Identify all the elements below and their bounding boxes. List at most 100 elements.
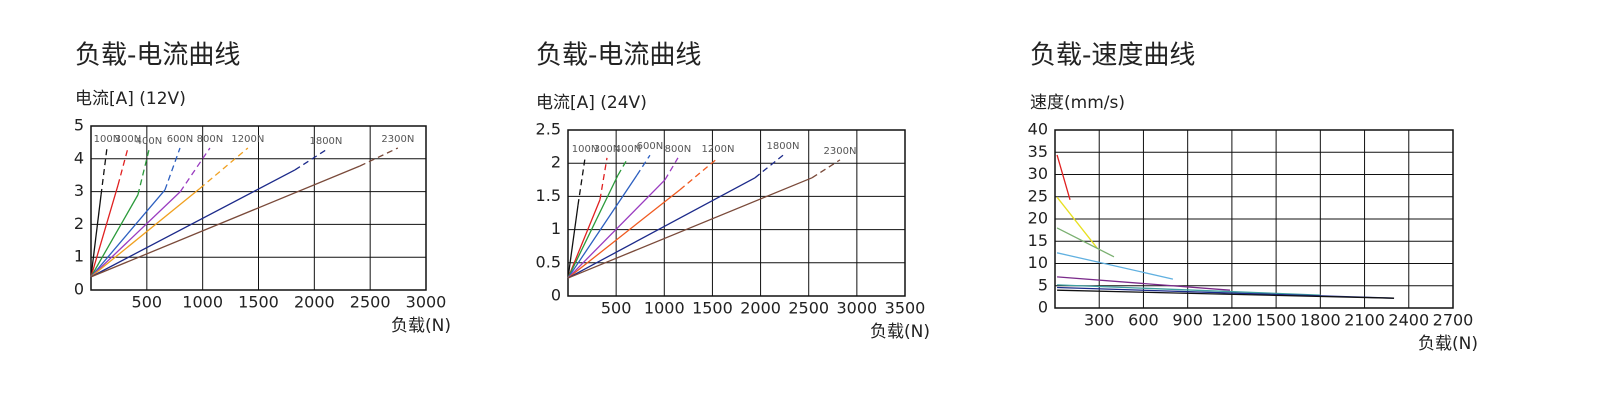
series-line xyxy=(90,189,166,278)
y-tick-label: 0 xyxy=(1038,298,1048,317)
x-tick-label: 1500 xyxy=(238,293,279,312)
series-label: 1200N xyxy=(702,144,735,155)
x-tick-label: 300 xyxy=(1084,311,1115,330)
y-tick-label: 5 xyxy=(74,116,84,135)
x-tick-label: 2000 xyxy=(294,293,335,312)
series-line xyxy=(90,191,181,278)
y-tick-label: 1 xyxy=(74,247,84,266)
x-tick-label: 1500 xyxy=(692,299,733,318)
x-tick-label: 2400 xyxy=(1388,311,1429,330)
series-line xyxy=(90,194,102,277)
series-line xyxy=(567,179,666,279)
series-line xyxy=(117,147,129,186)
series-line xyxy=(359,147,399,167)
x-axis-label: 负载(N) xyxy=(1418,334,1478,354)
x-tick-label: 500 xyxy=(601,299,632,318)
series-line xyxy=(1057,276,1231,291)
series-line xyxy=(1056,154,1071,201)
y-axis-label: 电流[A] (24V) xyxy=(536,93,647,113)
y-tick-label: 2 xyxy=(551,153,561,172)
series-line xyxy=(1056,196,1098,249)
y-tick-label: 5 xyxy=(1038,275,1048,294)
y-tick-label: 2 xyxy=(74,214,84,233)
series-line xyxy=(811,159,841,179)
x-tick-label: 3500 xyxy=(885,299,926,318)
y-tick-label: 0.5 xyxy=(536,252,561,271)
series-line xyxy=(636,154,651,176)
series-line xyxy=(577,157,586,206)
y-axis-label: 电流[A] (12V) xyxy=(75,89,186,109)
y-tick-label: 30 xyxy=(1028,164,1048,183)
y-tick-label: 4 xyxy=(74,148,84,167)
x-tick-label: 500 xyxy=(132,293,163,312)
y-tick-label: 35 xyxy=(1028,142,1048,161)
series-line xyxy=(567,177,756,279)
x-tick-label: 3000 xyxy=(406,293,447,312)
series-line xyxy=(100,147,108,195)
series-label: 300N xyxy=(594,144,621,155)
series-line xyxy=(137,149,150,196)
x-axis-label: 负载(N) xyxy=(870,322,930,342)
series-line xyxy=(1056,227,1115,258)
y-tick-label: 15 xyxy=(1028,231,1048,250)
series-line xyxy=(664,157,679,181)
series-line xyxy=(754,154,784,179)
series-line xyxy=(90,169,296,278)
series-line xyxy=(199,147,249,189)
chart-title: 负载-电流曲线 xyxy=(536,41,701,71)
y-tick-label: 10 xyxy=(1028,253,1048,272)
x-tick-label: 600 xyxy=(1128,311,1159,330)
series-line xyxy=(1057,289,1395,299)
y-tick-label: 0 xyxy=(551,286,561,305)
series-line xyxy=(679,157,719,191)
series-line xyxy=(90,184,119,278)
x-tick-label: 1500 xyxy=(1256,311,1297,330)
series-label: 800N xyxy=(665,144,692,155)
y-tick-label: 2.5 xyxy=(536,120,561,139)
series-line xyxy=(567,177,813,279)
series-label: 600N xyxy=(637,141,664,152)
y-tick-label: 20 xyxy=(1028,209,1048,228)
series-line xyxy=(567,174,619,279)
series-line xyxy=(567,174,638,279)
x-tick-label: 1200 xyxy=(1212,311,1253,330)
y-tick-label: 3 xyxy=(74,181,84,200)
series-line xyxy=(179,147,211,192)
series-line xyxy=(294,149,327,171)
series-line xyxy=(90,165,361,278)
plot-frame xyxy=(90,125,427,291)
series-label: 2300N xyxy=(824,146,857,157)
series-line xyxy=(599,157,608,200)
series-label: 800N xyxy=(197,134,224,145)
series-label: 1800N xyxy=(309,136,342,147)
series-line xyxy=(1057,284,1321,296)
series-label: 100N xyxy=(94,134,121,145)
series-line xyxy=(90,187,201,278)
y-axis-label: 速度(mm/s) xyxy=(1030,93,1125,113)
series-line xyxy=(164,147,181,191)
x-tick-label: 1800 xyxy=(1300,311,1341,330)
chart-title: 负载-电流曲线 xyxy=(75,41,240,71)
y-tick-label: 40 xyxy=(1028,120,1048,139)
x-tick-label: 1000 xyxy=(644,299,685,318)
chart-title: 负载-速度曲线 xyxy=(1030,41,1195,71)
x-tick-label: 900 xyxy=(1172,311,1203,330)
series-line xyxy=(90,194,139,278)
y-tick-label: 1.5 xyxy=(536,186,561,205)
series-line xyxy=(567,189,681,279)
series-label: 300N xyxy=(115,134,142,145)
y-tick-label: 1 xyxy=(551,219,561,238)
series-line xyxy=(567,199,601,279)
x-tick-label: 2700 xyxy=(1433,311,1474,330)
series-label: 400N xyxy=(615,144,642,155)
plot-frame xyxy=(567,129,906,297)
series-label: 400N xyxy=(136,136,163,147)
series-label: 100N xyxy=(572,144,599,155)
x-tick-label: 2100 xyxy=(1344,311,1385,330)
x-tick-label: 1000 xyxy=(182,293,223,312)
series-line xyxy=(1056,252,1174,280)
series-label: 600N xyxy=(167,134,194,145)
series-line xyxy=(617,157,629,176)
x-tick-label: 2500 xyxy=(350,293,391,312)
